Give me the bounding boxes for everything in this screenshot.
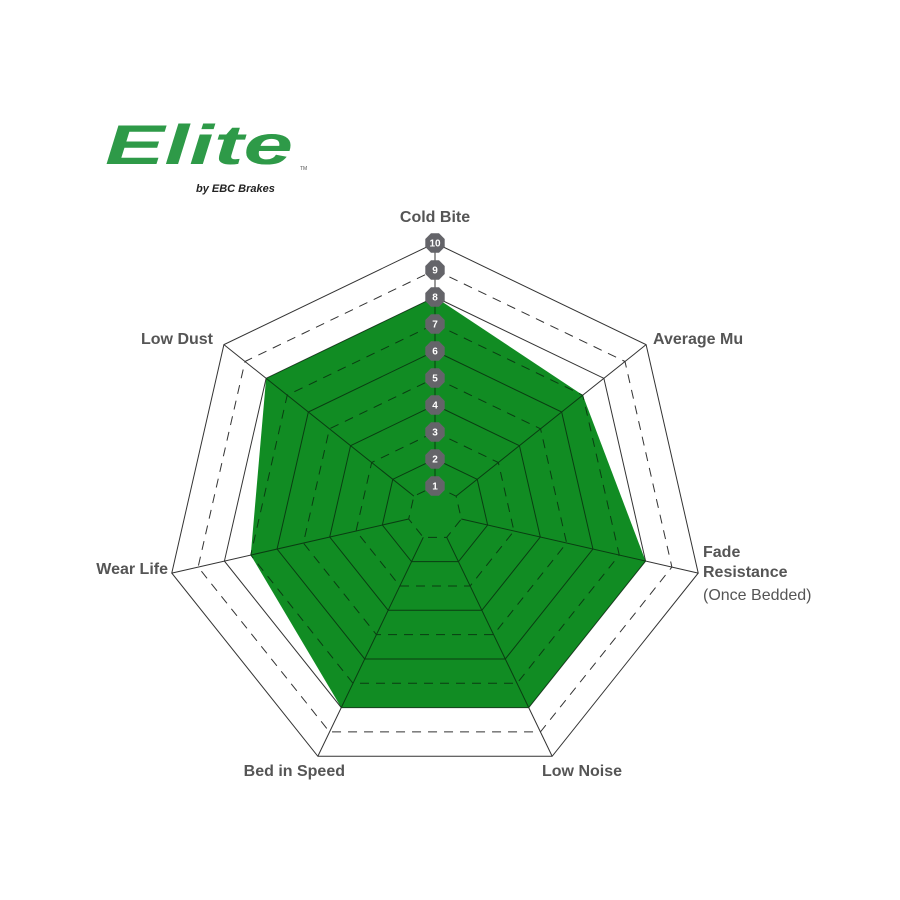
tick-label: 8: [432, 293, 438, 304]
grid-ring-6: [276, 350, 594, 660]
axis-label-average-mu: Average Mu: [653, 331, 743, 348]
tick-label: 3: [432, 428, 438, 439]
grid-spoke: [317, 537, 424, 708]
axis-label-wear-life: Wear Life: [96, 561, 168, 578]
tick-badge-9: [425, 260, 445, 280]
grid-ring-10: [171, 242, 699, 757]
axis-note: (Once Bedded): [703, 587, 812, 604]
axis-label-fade-resistance-line2: Resistance: [703, 564, 788, 581]
grid-ring-4: [329, 404, 541, 611]
logo-brand: Elite: [105, 113, 293, 176]
tick-label: 5: [432, 374, 438, 385]
tick-badge-10: [425, 233, 445, 253]
tick-badge-7: [425, 314, 445, 334]
tick-label: 1: [432, 482, 438, 493]
grid-ring-5: [302, 377, 568, 636]
tick-badge-5: [425, 368, 445, 388]
grid-ring-2: [381, 458, 489, 563]
tick-label: 2: [432, 455, 438, 466]
tick-label: 7: [432, 320, 438, 331]
tick-label: 10: [429, 239, 441, 250]
tick-badge-6: [425, 341, 445, 361]
tick-label: 6: [432, 347, 438, 358]
axis-label-low-noise: Low Noise: [542, 763, 622, 780]
axis-label-cold-bite: Cold Bite: [400, 209, 470, 226]
grid-spoke: [461, 518, 646, 574]
axis-label-fade-resistance: Fade: [703, 544, 740, 561]
grid-spoke: [446, 537, 553, 708]
logo: Elite by EBC Brakes TM: [105, 113, 307, 195]
tick-label: 9: [432, 266, 438, 277]
grid-ring-3: [355, 431, 515, 587]
series-area: [250, 297, 646, 708]
logo-tagline: by EBC Brakes: [196, 183, 275, 195]
tick-badge-4: [425, 395, 445, 415]
grid-spoke: [250, 518, 409, 574]
radar-area: [250, 296, 646, 708]
axis-labels: Cold Bite Average Mu Fade Resistance (Once B…: [96, 209, 811, 780]
tick-badge-3: [425, 422, 445, 442]
grid-ring-9: [197, 269, 673, 733]
radar-ticks: 1 2 3 4 5 6 7 8 9 10: [425, 233, 445, 496]
tick-badge-1: [425, 476, 445, 496]
tick-badge-2: [425, 449, 445, 469]
axis-label-bed-in-speed: Bed in Speed: [244, 763, 345, 780]
tick-label: 4: [432, 401, 438, 412]
axis-label-low-dust: Low Dust: [141, 331, 214, 348]
logo-trademark: TM: [300, 166, 307, 172]
grid-ring-1: [408, 485, 462, 538]
tick-badge-8: [425, 287, 445, 307]
